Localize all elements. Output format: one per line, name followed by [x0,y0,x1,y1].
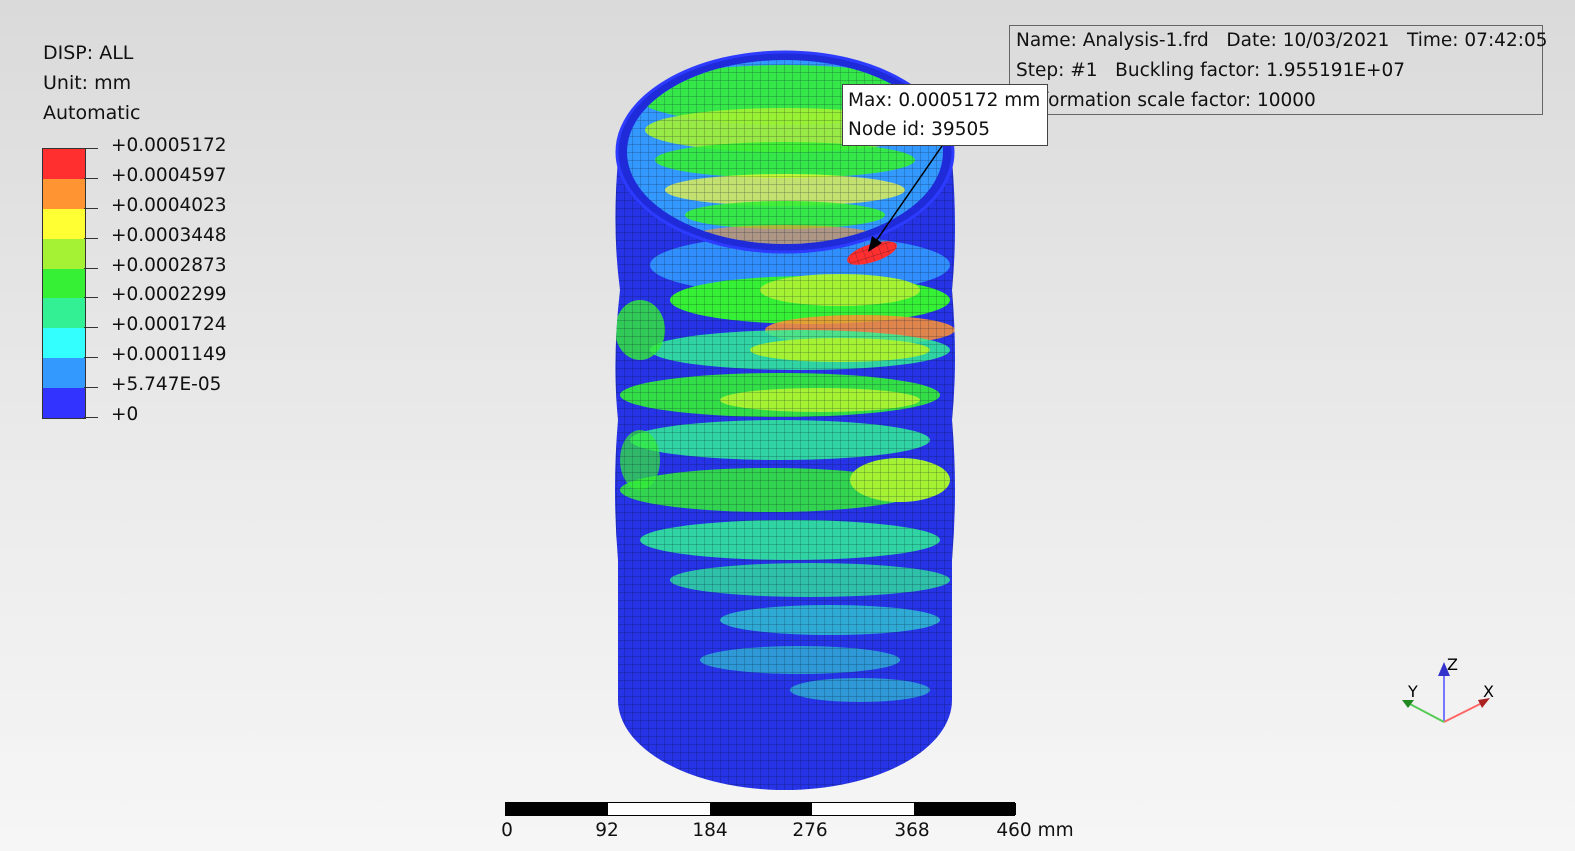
max-pointer-arrow [868,145,943,252]
legend-swatch [43,149,85,179]
analysis-info-box: Name: Analysis-1.frd Date: 10/03/2021 Ti… [1009,25,1548,115]
legend-label-text: +0.0003448 [111,224,227,246]
max-annotation-box: Max: 0.0005172 mm Node id: 39505 [842,84,1048,146]
axis-y-label: Y [1407,682,1418,701]
scale-bar-segment [608,803,710,815]
legend-swatch [43,358,85,389]
legend-label-text: +0 [111,404,139,426]
scale-label: 460 mm [996,820,1074,841]
legend-swatch [43,208,85,239]
axis-x-label: X [1483,682,1494,701]
scale-bar-segment [710,803,812,815]
color-bar [42,148,86,420]
legend-unit: Unit: mm [43,72,132,94]
scale-label: 276 [792,820,828,841]
scale-bar-segment [914,803,1016,815]
scale-bar-segment [812,803,914,815]
legend-label-text: +5.747E-05 [111,374,222,396]
analysis-name-date-time: Name: Analysis-1.frd Date: 10/03/2021 Ti… [1016,30,1548,51]
scale-label: 368 [894,820,930,841]
scale-bar-segment [506,803,608,815]
step-buckling-factor: Step: #1 Buckling factor: 1.955191E+07 [1016,60,1406,81]
deformation-scale-factor: Deformation scale factor: 10000 [1016,90,1316,111]
axis-triad: Z X Y [1402,655,1494,723]
legend-swatch [43,388,85,419]
legend-label-text: +0.0002299 [111,284,227,306]
legend-swatch [43,238,85,269]
scale-label: 92 [595,820,619,841]
scale-label: 0 [501,820,513,841]
scale-label: 184 [692,820,728,841]
legend-label-text: +0.0005172 [111,135,227,156]
legend-label-text: +0.0002873 [111,254,227,276]
legend-label-text: +0.0004023 [111,194,227,216]
scale-bar [505,802,1016,816]
cylinder-mesh [615,50,955,790]
legend-label-text: +0.0004597 [111,164,227,186]
legend-swatch [43,268,85,299]
legend-title: DISP: ALL [43,42,134,64]
legend-mode: Automatic [43,102,141,124]
legend-swatch [43,178,85,209]
legend-label-text: +0.0001724 [111,314,227,336]
legend-swatch [43,328,85,359]
max-node-id: Node id: 39505 [848,119,991,140]
max-value: Max: 0.0005172 mm [848,90,1041,111]
legend-swatch [43,298,85,329]
legend-label-text: +0.0001149 [111,344,227,366]
axis-z-label: Z [1447,655,1458,674]
